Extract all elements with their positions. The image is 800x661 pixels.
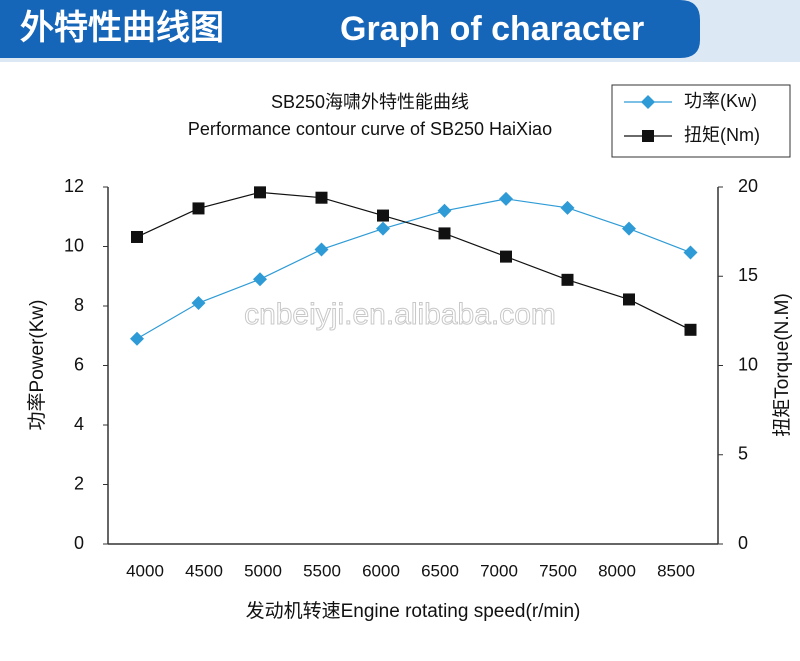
x-tick-label: 8000 <box>598 561 636 580</box>
point <box>684 323 697 336</box>
x-tick-label: 5000 <box>244 561 282 580</box>
y-axis-label: 功率Power(Kw) <box>26 300 48 431</box>
y2-tick-label: 15 <box>738 265 758 285</box>
point <box>500 250 512 263</box>
legend-box <box>611 84 791 158</box>
x-tick-label: 6000 <box>362 561 400 580</box>
point <box>191 296 206 311</box>
point <box>131 230 143 243</box>
point <box>623 293 635 306</box>
point <box>254 186 266 199</box>
point <box>314 242 329 257</box>
y-tick-label: 12 <box>64 176 84 196</box>
point <box>130 331 144 346</box>
y2-tick-label: 10 <box>738 354 758 374</box>
chart-title: SB250海啸外特性能曲线 <box>271 92 469 112</box>
x-axis-label: 发动机转速Engine rotating speed(r/min) <box>246 600 581 622</box>
point <box>376 221 390 236</box>
y-tick-label: 4 <box>74 414 84 434</box>
x-tick-label: 4500 <box>185 561 223 580</box>
y2-tick-label: 5 <box>738 444 748 464</box>
legend-label: 扭矩(Nm) <box>684 125 760 145</box>
header-subtitle: Graph of character <box>340 10 644 48</box>
x-tick-label: 6500 <box>421 561 459 580</box>
x-tick-label: 4000 <box>126 561 164 580</box>
series-line <box>136 198 691 340</box>
point <box>499 191 513 206</box>
y-tick-label: 2 <box>74 473 84 493</box>
x-tick-label: 5500 <box>303 561 341 580</box>
point <box>192 202 205 215</box>
point <box>377 209 389 222</box>
chart-subtitle: Performance contour curve of SB250 HaiXi… <box>188 119 552 139</box>
legend-label: 功率(Kw) <box>684 91 757 111</box>
y-tick-label: 6 <box>74 354 84 374</box>
legend-marker <box>642 130 654 142</box>
point <box>437 203 452 218</box>
y-tick-label: 10 <box>64 235 84 255</box>
x-tick-label: 7500 <box>539 561 577 580</box>
header-banner <box>0 0 700 58</box>
x-tick-label: 7000 <box>480 561 518 580</box>
y2-tick-label: 0 <box>738 533 748 553</box>
point <box>253 272 267 287</box>
legend-marker <box>641 95 655 109</box>
series-line <box>136 191 691 331</box>
point <box>561 273 574 286</box>
point <box>622 221 636 236</box>
y-tick-label: 8 <box>74 295 84 315</box>
y-tick-label: 0 <box>74 533 84 553</box>
y2-tick-label: 20 <box>738 176 758 196</box>
point <box>683 245 698 260</box>
watermark: cnbeiyji.en.alibaba.com <box>244 298 556 331</box>
point <box>315 191 328 204</box>
x-tick-label: 8500 <box>657 561 695 580</box>
point <box>438 227 451 240</box>
y2-axis-label: 扭矩Torque(N.M) <box>771 293 793 437</box>
point <box>560 200 575 215</box>
header-title: 外特性曲线图 <box>20 9 224 47</box>
